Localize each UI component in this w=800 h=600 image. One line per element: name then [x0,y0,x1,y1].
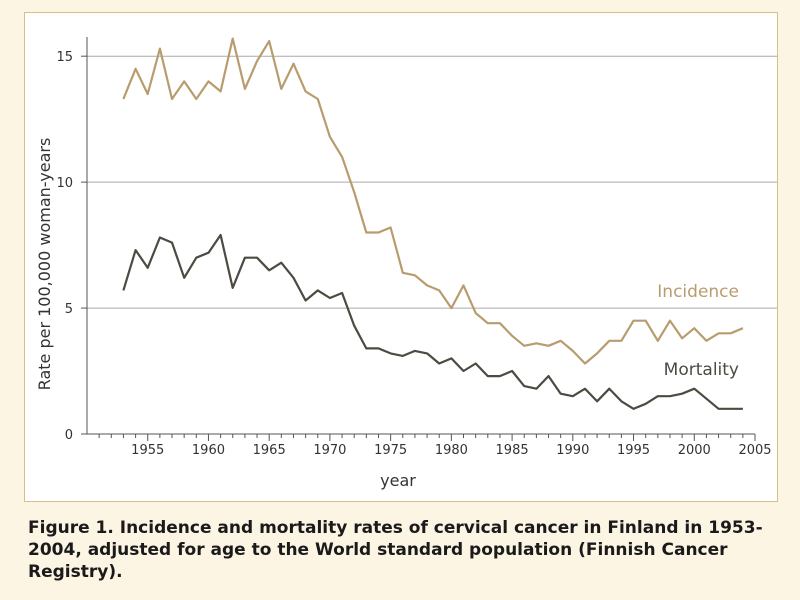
x-tick-label-1980: 1980 [435,443,468,458]
axes [81,37,756,441]
x-tick-label-1970: 1970 [313,443,346,458]
x-tick-label-2000: 2000 [678,443,711,458]
y-tick-label-10: 10 [56,176,73,191]
figure-caption: Figure 1. Incidence and mortality rates … [28,518,763,582]
x-tick-label-1960: 1960 [192,443,225,458]
x-tick-label-2005: 2005 [738,443,771,458]
x-tick-label-1965: 1965 [253,443,286,458]
x-tick-label-1995: 1995 [617,443,650,458]
y-tick-label-5: 5 [65,302,73,317]
series-line-incidence [122,37,744,365]
series-line-mortality [122,233,743,410]
y-axis-title: Rate per 100,000 woman-years [35,138,54,391]
x-tick-label-1990: 1990 [556,443,589,458]
series-label-mortality: Mortality [664,360,739,380]
grid-lines [87,55,777,309]
series-lines [122,37,744,410]
x-tick-label-1955: 1955 [131,443,164,458]
y-tick-label-15: 15 [56,50,73,65]
labels: 0 5 10 15 1955 1960 1965 1970 1975 1980 1985 1990 19… [56,50,771,458]
series-label-incidence: Incidence [657,282,739,302]
y-tick-label-0: 0 [65,428,73,443]
figure-frame: 0 5 10 15 1955 1960 1965 1970 1975 1980 1985 1990 19… [24,12,778,502]
x-tick-label-1975: 1975 [374,443,407,458]
x-axis-title: year [380,471,416,490]
x-tick-label-1985: 1985 [496,443,529,458]
line-chart: 0 5 10 15 1955 1960 1965 1970 1975 1980 1985 1990 19… [35,37,777,490]
